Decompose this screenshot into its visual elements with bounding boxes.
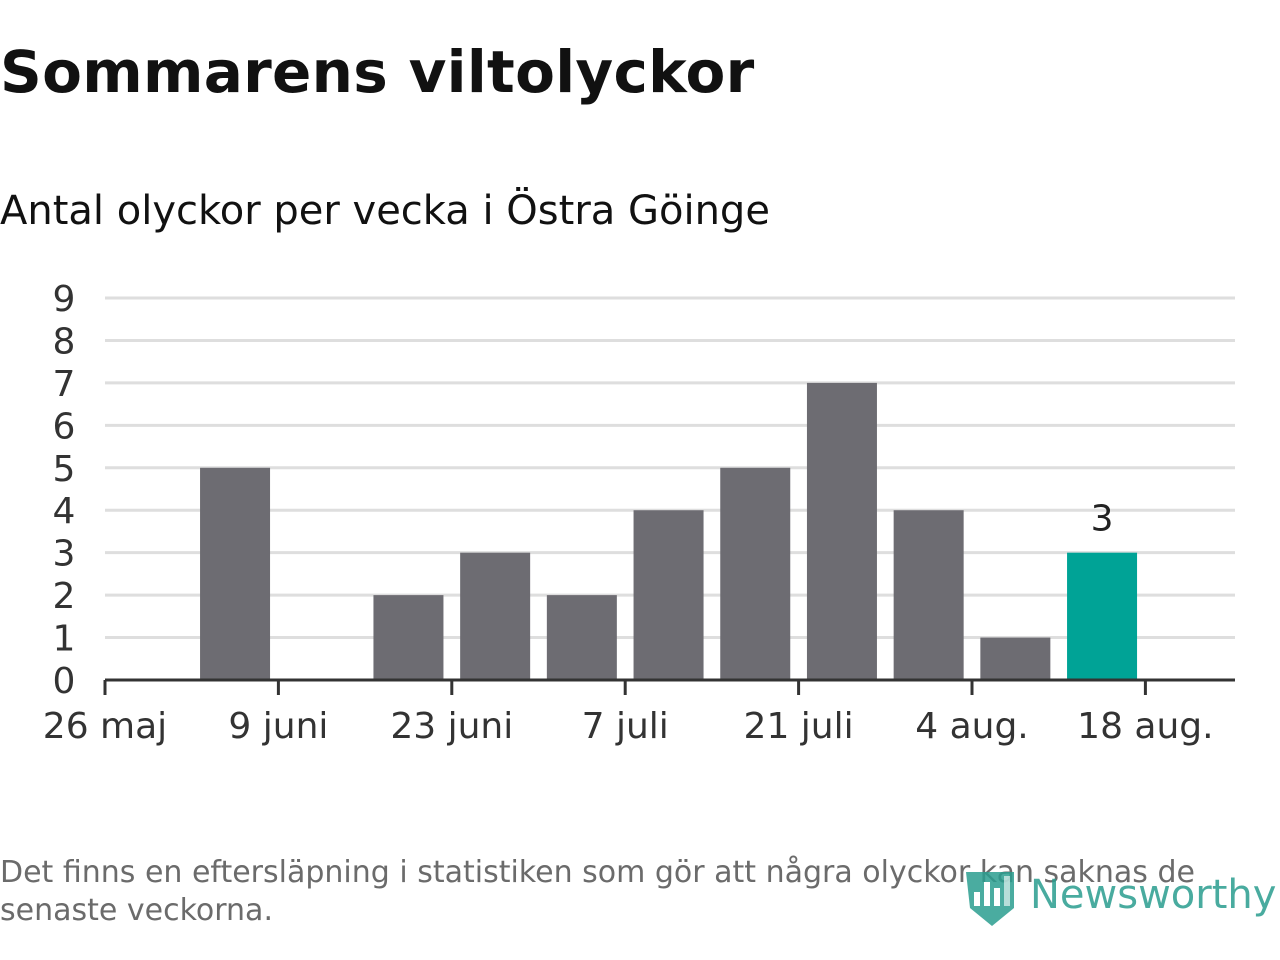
y-tick-label: 5 — [53, 449, 76, 490]
x-tick-label: 4 aug. — [915, 706, 1029, 747]
y-tick-label: 8 — [53, 321, 76, 362]
x-tick-label: 23 juni — [390, 706, 513, 747]
x-tick-label: 21 juli — [744, 706, 854, 747]
y-tick-label: 1 — [53, 619, 76, 660]
bar — [373, 595, 444, 680]
bar — [546, 595, 617, 680]
y-tick-label: 7 — [53, 364, 76, 405]
y-tick-label: 0 — [53, 661, 76, 702]
y-tick-label: 3 — [53, 534, 76, 575]
data-label: 3 — [1091, 499, 1114, 540]
bar — [980, 637, 1051, 680]
bar — [460, 552, 531, 680]
logo-text: Newsworthy — [1030, 872, 1277, 918]
bar — [720, 467, 791, 680]
x-tick-label: 18 aug. — [1077, 706, 1213, 747]
y-tick-label: 6 — [53, 406, 76, 447]
bar — [806, 382, 877, 680]
bar — [633, 510, 704, 680]
bar — [200, 467, 271, 680]
bar — [893, 510, 964, 680]
x-tick-label: 9 juni — [228, 706, 328, 747]
y-tick-label: 9 — [53, 279, 76, 320]
x-tick-label: 7 juli — [582, 706, 669, 747]
x-tick-label: 26 maj — [43, 706, 167, 747]
y-tick-label: 2 — [53, 576, 76, 617]
newsworthy-logo: Newsworthy — [964, 862, 1278, 928]
bar-highlight — [1067, 552, 1138, 680]
bar-chart-shield-icon — [966, 872, 1014, 926]
chart-title: Sommarens viltolyckor — [0, 38, 755, 106]
chart-subtitle: Antal olyckor per vecka i Östra Göinge — [0, 188, 770, 234]
y-tick-label: 4 — [53, 491, 76, 532]
